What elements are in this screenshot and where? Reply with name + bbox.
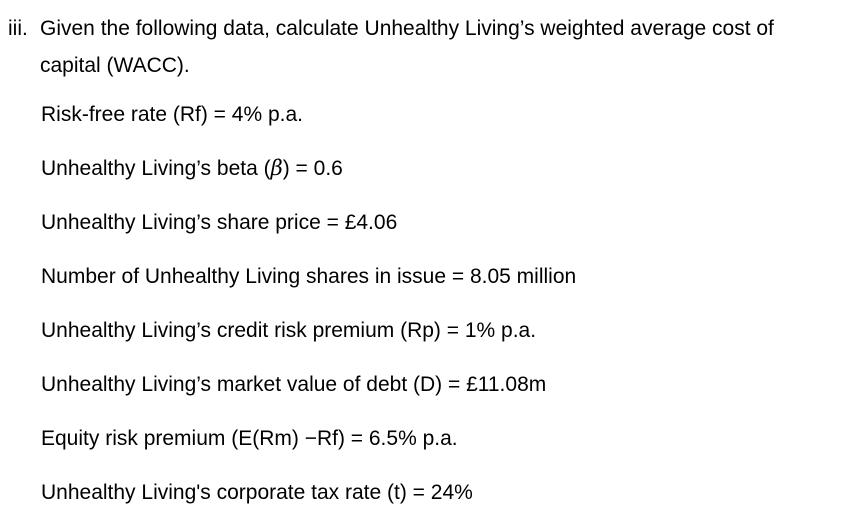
- data-line-text: Unhealthy Living’s share price = £4.06: [41, 211, 398, 234]
- question-item: iii. Given the following data, calculate…: [8, 10, 862, 84]
- data-line-share-price: Unhealthy Living’s share price = £4.06: [41, 204, 862, 241]
- data-line-equity-risk-premium: Equity risk premium (E(Rm) −Rf) = 6.5% p…: [41, 420, 862, 457]
- data-line-risk-free-rate: Risk-free rate (Rf) = 4% p.a.: [41, 96, 862, 133]
- data-line-text: Unhealthy Living's corporate tax rate (t…: [41, 481, 473, 504]
- data-line-text: ) = 0.6: [282, 157, 343, 180]
- data-line-text: Number of Unhealthy Living shares in iss…: [41, 265, 577, 288]
- question-text-line-2: capital (WACC).: [40, 54, 190, 77]
- data-line-text: Unhealthy Living’s beta (: [41, 157, 271, 180]
- data-line-market-value-of-debt: Unhealthy Living’s market value of debt …: [41, 366, 862, 403]
- data-line-credit-risk-premium: Unhealthy Living’s credit risk premium (…: [41, 312, 862, 349]
- data-line-text: Unhealthy Living’s credit risk premium (…: [41, 319, 537, 342]
- data-line-text: Equity risk premium (E(Rm) −Rf) = 6.5% p…: [41, 427, 458, 450]
- data-line-beta: Unhealthy Living’s beta (β) = 0.6: [41, 150, 862, 187]
- beta-symbol: β: [270, 156, 283, 180]
- data-line-text: Unhealthy Living’s market value of debt …: [41, 373, 547, 396]
- data-line-corporate-tax-rate: Unhealthy Living's corporate tax rate (t…: [41, 474, 862, 511]
- list-item-marker: iii.: [8, 17, 28, 40]
- question-text-line-1: Given the following data, calculate Unhe…: [40, 17, 774, 40]
- question-text: Given the following data, calculate Unhe…: [40, 10, 800, 84]
- data-line-text: Risk-free rate (Rf) = 4% p.a.: [41, 103, 303, 126]
- data-line-shares-in-issue: Number of Unhealthy Living shares in iss…: [41, 258, 862, 295]
